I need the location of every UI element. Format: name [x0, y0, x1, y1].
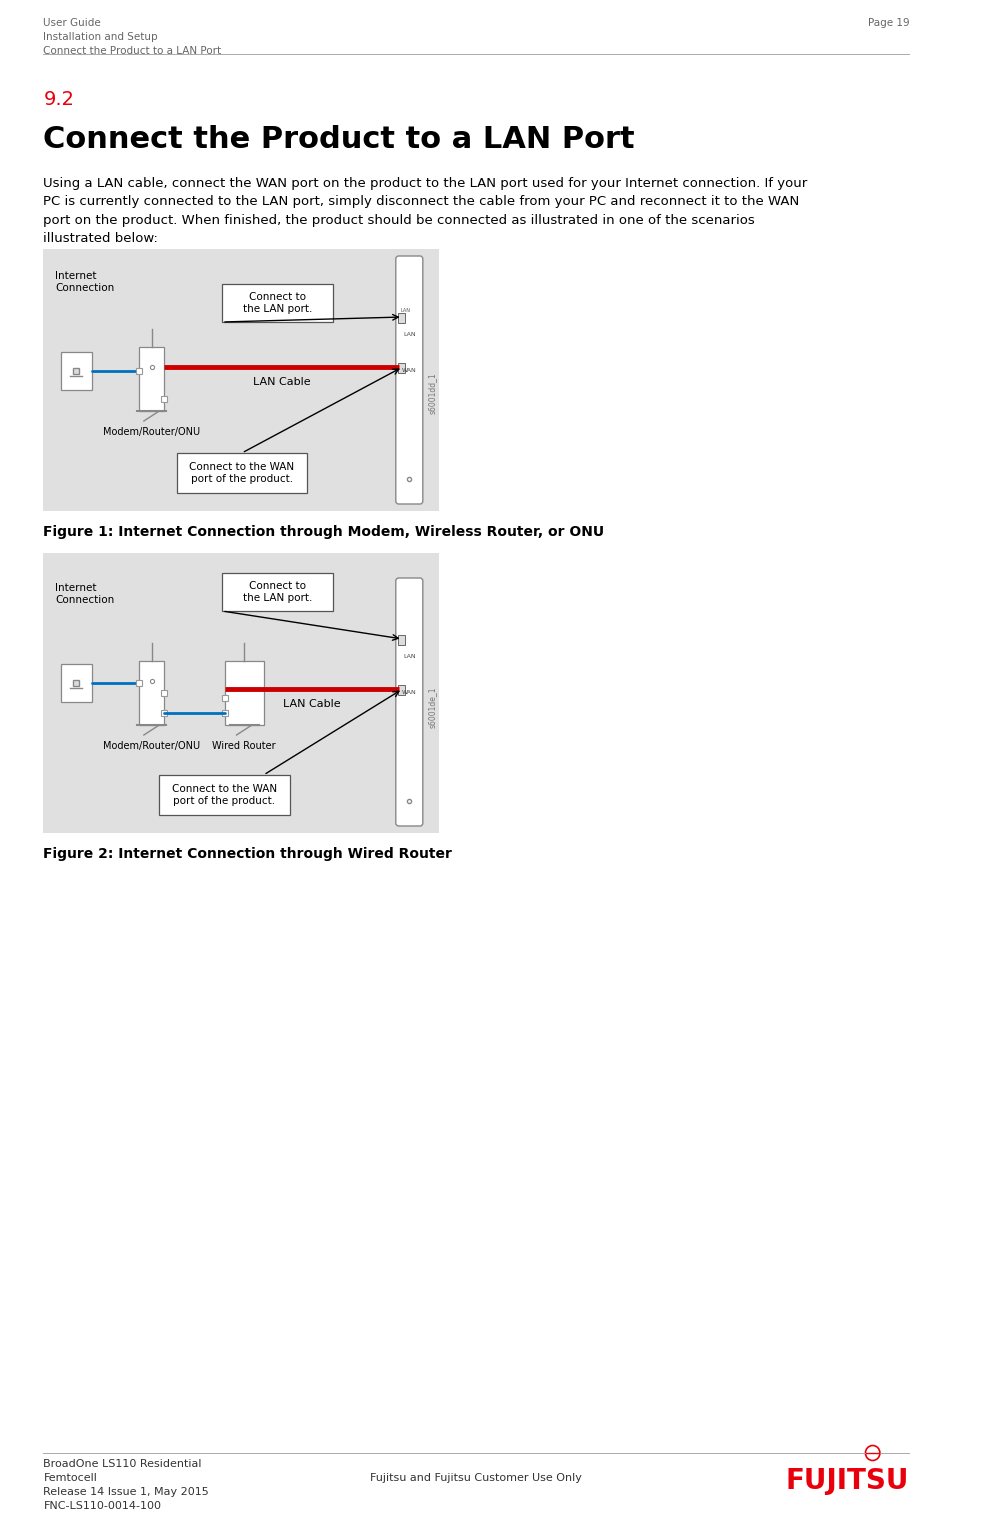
Text: BroadOne LS110 Residential: BroadOne LS110 Residential	[43, 1459, 202, 1470]
Bar	[225, 661, 263, 725]
Text: Connect to
the LAN port.: Connect to the LAN port.	[243, 580, 312, 603]
Text: WAN: WAN	[401, 690, 416, 696]
Text: Connect to the WAN
port of the product.: Connect to the WAN port of the product.	[172, 784, 277, 806]
Text: LAN Cable: LAN Cable	[252, 378, 310, 387]
Text: Figure 2: Internet Connection through Wired Router: Figure 2: Internet Connection through Wi…	[43, 847, 452, 860]
Text: Femtocell: Femtocell	[43, 1473, 98, 1483]
Text: Internet
Connection: Internet Connection	[55, 271, 114, 294]
Text: Wired Router: Wired Router	[212, 742, 276, 751]
Bar	[139, 347, 164, 411]
Text: Connect to
the LAN port.: Connect to the LAN port.	[243, 292, 312, 314]
Text: LAN Cable: LAN Cable	[283, 699, 340, 710]
FancyBboxPatch shape	[395, 579, 422, 825]
Bar	[139, 661, 164, 725]
Text: Connect to the WAN
port of the product.: Connect to the WAN port of the product.	[189, 461, 294, 484]
Bar	[222, 283, 332, 321]
Text: Fujitsu and Fujitsu Customer Use Only: Fujitsu and Fujitsu Customer Use Only	[370, 1473, 582, 1483]
Bar	[61, 352, 92, 390]
Text: Using a LAN cable, connect the WAN port on the product to the LAN port used for : Using a LAN cable, connect the WAN port …	[43, 177, 807, 245]
Text: LAN: LAN	[400, 309, 410, 314]
Text: Connect the Product to a LAN Port: Connect the Product to a LAN Port	[43, 46, 221, 56]
Text: Release 14 Issue 1, May 2015: Release 14 Issue 1, May 2015	[43, 1486, 209, 1497]
Text: s6001de_1: s6001de_1	[428, 687, 437, 728]
Text: LAN: LAN	[402, 332, 415, 338]
Text: Installation and Setup: Installation and Setup	[43, 32, 158, 43]
Text: Connect the Product to a LAN Port: Connect the Product to a LAN Port	[43, 125, 634, 154]
Text: Figure 1: Internet Connection through Modem, Wireless Router, or ONU: Figure 1: Internet Connection through Mo…	[43, 525, 604, 539]
Bar	[397, 362, 405, 373]
Bar	[43, 248, 439, 512]
Bar	[159, 775, 289, 815]
Text: Modem/Router/ONU: Modem/Router/ONU	[103, 426, 200, 437]
Text: User Guide: User Guide	[43, 18, 102, 27]
Text: s6001dd_1: s6001dd_1	[428, 372, 437, 414]
Text: FUJITSU: FUJITSU	[785, 1467, 908, 1496]
Bar	[43, 553, 439, 833]
Bar	[397, 314, 405, 323]
Text: Internet
Connection: Internet Connection	[55, 583, 114, 606]
Text: Modem/Router/ONU: Modem/Router/ONU	[103, 742, 200, 751]
Bar	[176, 452, 307, 493]
Text: Page 19: Page 19	[867, 18, 908, 27]
Text: 9.2: 9.2	[43, 90, 74, 110]
Text: WAN: WAN	[401, 369, 416, 373]
Text: FNC-LS110-0014-100: FNC-LS110-0014-100	[43, 1502, 162, 1511]
Bar	[397, 635, 405, 646]
Bar	[397, 685, 405, 694]
FancyBboxPatch shape	[395, 256, 422, 504]
Bar	[222, 573, 332, 611]
Bar	[61, 664, 92, 702]
Text: LAN: LAN	[402, 655, 415, 659]
